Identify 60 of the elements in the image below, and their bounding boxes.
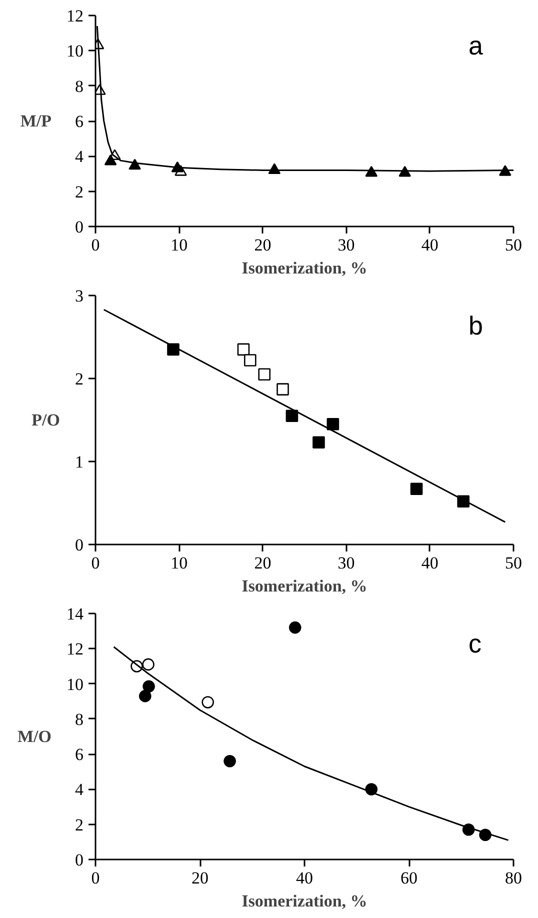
y-tick-label: 6 — [75, 112, 84, 131]
y-tick-label: 6 — [75, 745, 84, 764]
y-tick-label: 12 — [66, 640, 84, 659]
y-tick-label: 4 — [75, 147, 84, 166]
x-tick-label: 30 — [338, 236, 355, 254]
x-tick-label: 20 — [254, 554, 272, 572]
x-axis-title: Isomerization, % — [242, 258, 368, 278]
point — [244, 354, 256, 366]
y-tick-label: 8 — [75, 76, 84, 96]
y-axis-title: M/P — [20, 112, 52, 130]
annotation: b — [468, 310, 483, 340]
y-axis-title: P/O — [32, 410, 60, 430]
y-tick-label: 4 — [75, 780, 84, 800]
x-tick-label: 20 — [192, 868, 208, 888]
y-tick-label: 2 — [75, 370, 84, 388]
annotation: c — [468, 628, 482, 658]
point — [410, 482, 423, 496]
y-tick-label: 2 — [75, 815, 84, 834]
x-tick-label: 10 — [170, 554, 188, 572]
point — [142, 658, 154, 671]
x-tick-label: 40 — [296, 868, 313, 888]
point — [142, 680, 155, 693]
y-tick-label: 1 — [75, 452, 84, 472]
y-tick-label: 2 — [75, 182, 84, 202]
x-axis-title: Isomerization, % — [242, 892, 368, 910]
point — [138, 690, 152, 702]
y-axis-title: M/O — [18, 727, 52, 746]
point — [286, 410, 298, 422]
point — [312, 436, 325, 449]
y-tick-label: 8 — [75, 710, 84, 729]
point — [224, 754, 236, 768]
y-tick-label: 0 — [75, 850, 84, 870]
y-tick-label: 0 — [75, 536, 84, 554]
point — [202, 696, 214, 708]
annotation: a — [468, 30, 484, 60]
point — [237, 343, 250, 356]
y-tick-label: 12 — [66, 6, 84, 26]
x-tick-label: 30 — [338, 554, 355, 572]
y-tick-label: 3 — [75, 286, 84, 306]
x-tick-label: 0 — [91, 554, 100, 572]
x-tick-label: 50 — [505, 236, 522, 254]
point — [258, 368, 271, 380]
x-tick-label: 0 — [91, 868, 100, 888]
x-tick-label: 10 — [170, 236, 188, 254]
x-tick-label: 20 — [254, 236, 272, 254]
x-tick-label: 60 — [400, 868, 418, 888]
y-tick-label: 10 — [66, 42, 84, 61]
y-tick-label: 14 — [66, 604, 84, 624]
x-tick-label: 40 — [421, 554, 438, 572]
x-axis-title: Isomerization, % — [242, 576, 368, 596]
y-tick-label: 10 — [66, 674, 84, 694]
point — [104, 154, 117, 166]
x-tick-label: 40 — [421, 236, 438, 254]
point — [276, 383, 289, 396]
point — [288, 621, 302, 634]
x-tick-label: 0 — [91, 236, 100, 254]
point — [326, 418, 340, 430]
x-tick-label: 50 — [505, 554, 522, 572]
y-tick-label: 0 — [75, 218, 84, 236]
x-tick-label: 80 — [505, 868, 522, 888]
